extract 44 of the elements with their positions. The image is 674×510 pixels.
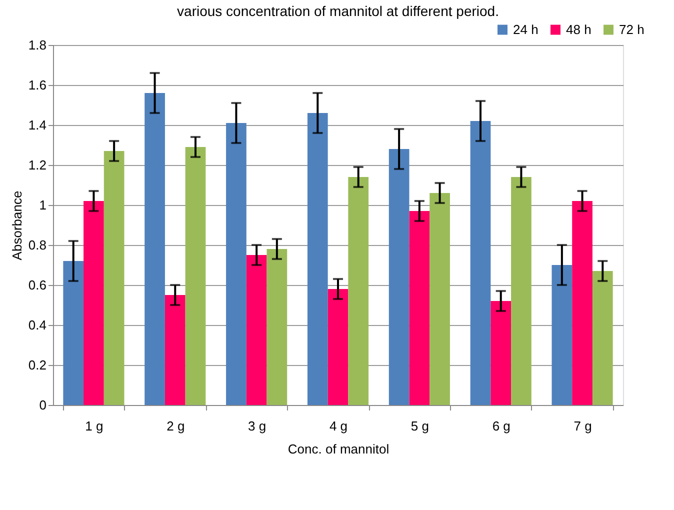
bar bbox=[430, 193, 450, 405]
y-tick-label: 1.2 bbox=[28, 158, 46, 172]
x-axis-title: Conc. of mannitol bbox=[288, 442, 390, 456]
x-tick-label: 3 g bbox=[248, 418, 266, 434]
y-tick-label: 0 bbox=[39, 398, 46, 412]
x-tick-label: 6 g bbox=[492, 418, 510, 434]
bar bbox=[572, 201, 592, 405]
bar bbox=[84, 201, 104, 405]
bar bbox=[409, 211, 430, 405]
bar bbox=[328, 289, 348, 405]
bar bbox=[63, 261, 84, 405]
bar bbox=[226, 123, 246, 405]
bar bbox=[104, 151, 124, 405]
y-tick-label: 1.4 bbox=[28, 118, 46, 132]
y-tick-label: 0.6 bbox=[28, 278, 46, 292]
bar bbox=[266, 249, 288, 405]
bar bbox=[388, 149, 410, 405]
x-tick-label: 4 g bbox=[329, 418, 348, 434]
bar bbox=[490, 301, 512, 405]
legend-label: 72 h bbox=[619, 22, 644, 37]
x-tick-label: 5 g bbox=[410, 418, 429, 434]
y-tick-label: 1 bbox=[39, 198, 46, 212]
y-axis-title: Absorbance bbox=[9, 190, 24, 260]
chart-title: various concentration of mannitol at different period. bbox=[177, 3, 499, 19]
bar bbox=[470, 121, 491, 405]
bar bbox=[246, 255, 267, 405]
x-tick-label: 7 g bbox=[574, 418, 592, 434]
bar bbox=[307, 113, 328, 405]
bar bbox=[552, 265, 572, 405]
y-tick-label: 0.8 bbox=[28, 238, 46, 252]
y-tick-label: 0.4 bbox=[28, 318, 46, 332]
bar bbox=[592, 271, 613, 405]
bar bbox=[164, 295, 186, 405]
bar bbox=[144, 93, 165, 405]
y-tick-label: 1.6 bbox=[28, 78, 46, 92]
y-tick-label: 1.8 bbox=[28, 38, 46, 52]
x-tick-label: 2 g bbox=[166, 418, 185, 434]
legend-label: 24 h bbox=[513, 22, 538, 37]
bar bbox=[348, 177, 369, 405]
bar bbox=[185, 147, 206, 405]
legend-label: 48 h bbox=[566, 22, 592, 37]
y-tick-label: 0.2 bbox=[28, 358, 46, 372]
x-tick-label: 1 g bbox=[85, 418, 104, 434]
bar bbox=[511, 177, 532, 405]
